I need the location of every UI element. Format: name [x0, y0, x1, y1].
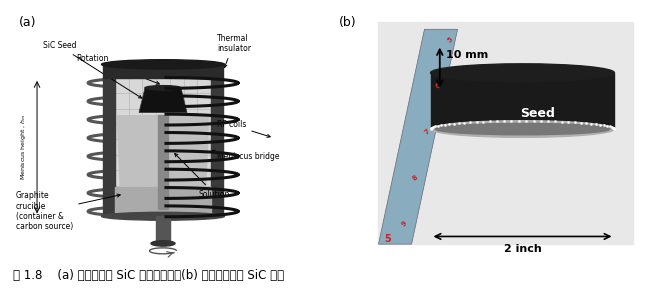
- Text: Thermal
insulator: Thermal insulator: [217, 34, 251, 68]
- Ellipse shape: [435, 123, 610, 135]
- Text: Graphite
crucible
(container &
carbon source): Graphite crucible (container & carbon so…: [16, 191, 120, 231]
- Text: Meniscus bridge: Meniscus bridge: [211, 150, 280, 161]
- PathPatch shape: [117, 115, 209, 187]
- Text: Seed: Seed: [520, 107, 556, 120]
- Text: SiC Seed: SiC Seed: [42, 41, 141, 98]
- Bar: [378, 22, 633, 244]
- Text: Solution: Solution: [175, 153, 230, 198]
- Text: (b): (b): [338, 16, 356, 29]
- Text: Meniscus height , $h_m$: Meniscus height , $h_m$: [19, 114, 28, 181]
- Ellipse shape: [151, 241, 175, 246]
- Text: (a): (a): [19, 16, 37, 29]
- Text: 5: 5: [446, 36, 453, 43]
- Text: 9: 9: [400, 220, 408, 228]
- Text: 7: 7: [423, 128, 430, 136]
- Ellipse shape: [102, 60, 224, 69]
- Text: 图 1.8    (a) 液相法生长 SiC 晶体示意图。(b) 液相法生长的 SiC 晶体: 图 1.8 (a) 液相法生长 SiC 晶体示意图。(b) 液相法生长的 SiC…: [13, 269, 284, 282]
- PathPatch shape: [378, 29, 458, 244]
- Text: 10 mm: 10 mm: [446, 50, 488, 60]
- Text: 8: 8: [411, 174, 419, 181]
- Ellipse shape: [430, 121, 614, 137]
- Text: RF coils: RF coils: [217, 120, 271, 137]
- Text: 6: 6: [434, 82, 442, 89]
- Text: 2 inch: 2 inch: [503, 244, 541, 254]
- Ellipse shape: [145, 86, 181, 90]
- Ellipse shape: [102, 212, 224, 220]
- Text: 5: 5: [384, 234, 391, 244]
- Text: Rotation: Rotation: [77, 54, 159, 84]
- PathPatch shape: [139, 88, 187, 113]
- Ellipse shape: [430, 64, 614, 82]
